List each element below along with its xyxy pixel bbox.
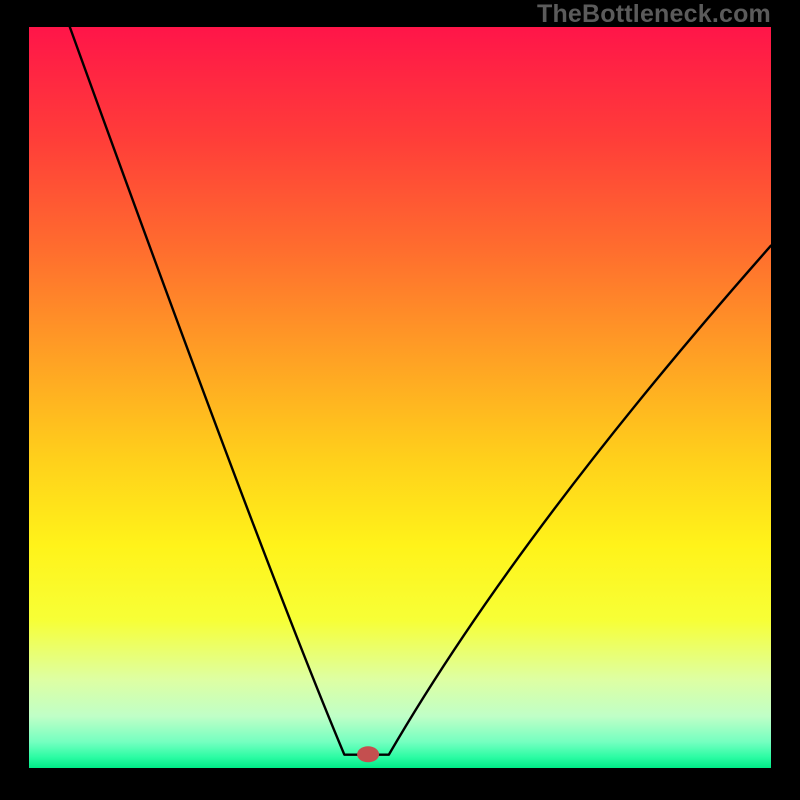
minimum-marker: [357, 746, 379, 762]
plot-background: [29, 27, 771, 768]
watermark: TheBottleneck.com: [537, 0, 771, 29]
